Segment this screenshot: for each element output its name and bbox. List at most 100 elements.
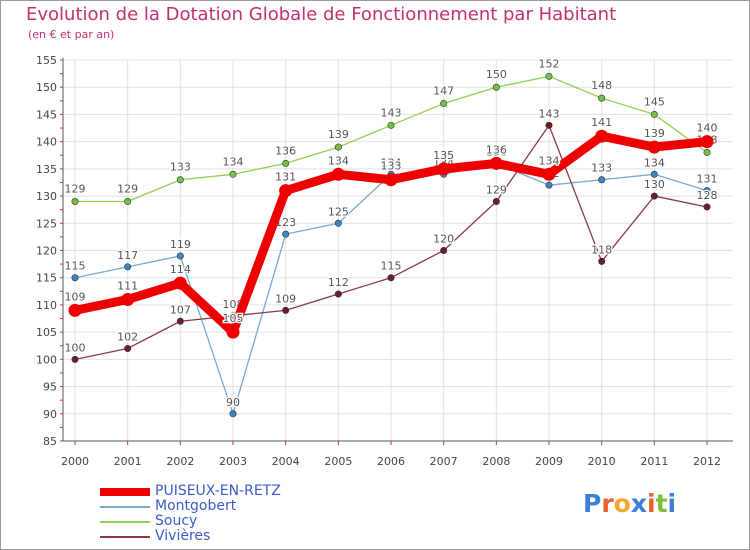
data-point-vivires-2010	[598, 257, 606, 265]
data-label-vivires-2005: 112	[328, 276, 349, 289]
data-point-puiseuxenretz-2004	[279, 184, 293, 198]
data-label-soucy-2004: 136	[275, 144, 296, 157]
data-label-vivires-2004: 109	[275, 292, 296, 305]
y-tick-label-85: 85	[43, 435, 57, 448]
chart-title: Evolution de la Dotation Globale de Fonc…	[26, 4, 617, 25]
data-point-montgobert-2001	[124, 263, 132, 271]
data-label-puiseuxenretz-2000: 109	[65, 290, 86, 303]
y-tick-label-120: 120	[36, 245, 57, 258]
data-point-montgobert-2000	[71, 274, 79, 282]
data-label-puiseuxenretz-2009: 134	[539, 154, 560, 167]
y-tick-label-140: 140	[36, 136, 57, 149]
data-point-montgobert-2005	[334, 219, 342, 227]
data-label-montgobert-2012: 131	[697, 173, 718, 186]
data-point-puiseuxenretz-2009	[542, 167, 556, 181]
data-label-puiseuxenretz-2008: 136	[486, 143, 507, 156]
data-point-puiseuxenretz-2002	[173, 276, 187, 290]
data-point-montgobert-2010	[598, 176, 606, 184]
data-point-soucy-2002	[176, 176, 184, 184]
data-label-soucy-2003: 134	[223, 155, 244, 168]
data-label-vivires-2008: 129	[486, 184, 507, 197]
data-point-vivires-2002	[176, 317, 184, 325]
legend-swatch-puiseux	[100, 488, 150, 496]
x-tick-label-2004: 2004	[272, 455, 300, 468]
logo-letter: t	[655, 489, 668, 518]
data-point-puiseuxenretz-2007	[437, 162, 451, 176]
x-tick-label-2000: 2000	[61, 455, 89, 468]
x-tick-label-2012: 2012	[693, 455, 721, 468]
data-label-soucy-2011: 145	[644, 95, 665, 108]
data-label-montgobert-2005: 125	[328, 205, 349, 218]
data-point-vivires-2000	[71, 355, 79, 363]
y-tick-label-90: 90	[43, 408, 57, 421]
x-tick-label-2010: 2010	[588, 455, 616, 468]
data-point-puiseuxenretz-2005	[331, 167, 345, 181]
data-label-montgobert-2006: 134	[381, 156, 402, 169]
data-label-vivires-2000: 100	[65, 341, 86, 354]
data-point-vivires-2009	[545, 121, 553, 129]
data-point-soucy-2003	[229, 170, 237, 178]
data-label-soucy-2009: 152	[539, 57, 560, 70]
data-label-puiseuxenretz-2002: 114	[170, 263, 191, 276]
data-label-montgobert-2011: 134	[644, 156, 665, 169]
data-label-soucy-2007: 147	[433, 85, 454, 98]
data-label-vivires-2002: 107	[170, 303, 191, 316]
data-point-soucy-2006	[387, 121, 395, 129]
data-point-soucy-2001	[124, 198, 132, 206]
data-label-puiseuxenretz-2010: 141	[591, 116, 612, 129]
x-tick-label-2007: 2007	[430, 455, 458, 468]
y-tick-label-130: 130	[36, 190, 57, 203]
data-point-vivires-2011	[650, 192, 658, 200]
data-point-puiseuxenretz-2006	[384, 173, 398, 187]
data-label-vivires-2001: 102	[117, 330, 138, 343]
data-label-puiseuxenretz-2011: 139	[644, 127, 665, 140]
legend-label-soucy: Soucy	[155, 513, 198, 529]
data-point-montgobert-2002	[176, 252, 184, 260]
y-tick-label-150: 150	[36, 81, 57, 94]
data-point-soucy-2010	[598, 94, 606, 102]
data-label-puiseuxenretz-2001: 111	[117, 279, 138, 292]
data-point-soucy-2008	[492, 83, 500, 91]
data-label-montgobert-2001: 117	[117, 249, 138, 262]
data-point-vivires-2012	[703, 203, 711, 211]
data-point-montgobert-2004	[282, 230, 290, 238]
legend-swatch-vivieres	[100, 536, 150, 538]
data-point-vivires-2004	[282, 306, 290, 314]
data-point-soucy-2005	[334, 143, 342, 151]
data-label-soucy-2000: 129	[65, 183, 86, 196]
data-point-puiseuxenretz-2000	[68, 303, 82, 317]
data-point-puiseuxenretz-2008	[489, 156, 503, 170]
x-tick-label-2008: 2008	[482, 455, 510, 468]
x-tick-label-2005: 2005	[324, 455, 352, 468]
data-point-soucy-2009	[545, 72, 553, 80]
data-label-puiseuxenretz-2003: 105	[223, 312, 244, 325]
legend-swatch-montgobert	[100, 506, 150, 508]
data-label-soucy-2005: 139	[328, 128, 349, 141]
data-point-vivires-2008	[492, 198, 500, 206]
data-label-vivires-2007: 120	[433, 233, 454, 246]
data-label-puiseuxenretz-2012: 140	[697, 122, 718, 135]
y-tick-label-145: 145	[36, 108, 57, 121]
data-point-soucy-2011	[650, 110, 658, 118]
data-point-vivires-2005	[334, 290, 342, 298]
data-label-soucy-2006: 143	[381, 106, 402, 119]
y-tick-label-155: 155	[36, 54, 57, 67]
data-label-soucy-2002: 133	[170, 161, 191, 174]
x-tick-label-2009: 2009	[535, 455, 563, 468]
legend-label-vivieres: Vivières	[155, 528, 211, 544]
logo-letter: x	[630, 489, 647, 518]
legend-swatch-soucy	[100, 521, 150, 523]
y-tick-label-115: 115	[36, 272, 57, 285]
y-tick-label-105: 105	[36, 326, 57, 339]
data-point-soucy-2007	[440, 100, 448, 108]
y-tick-label-95: 95	[43, 381, 57, 394]
data-label-soucy-2010: 148	[591, 79, 612, 92]
data-label-vivires-2011: 130	[644, 178, 665, 191]
data-point-vivires-2006	[387, 274, 395, 282]
data-label-montgobert-2008: 136	[486, 145, 507, 158]
x-tick-label-2003: 2003	[219, 455, 247, 468]
data-label-vivires-2012: 128	[697, 189, 718, 202]
data-label-puiseuxenretz-2007: 135	[433, 149, 454, 162]
data-point-montgobert-2003	[229, 410, 237, 418]
